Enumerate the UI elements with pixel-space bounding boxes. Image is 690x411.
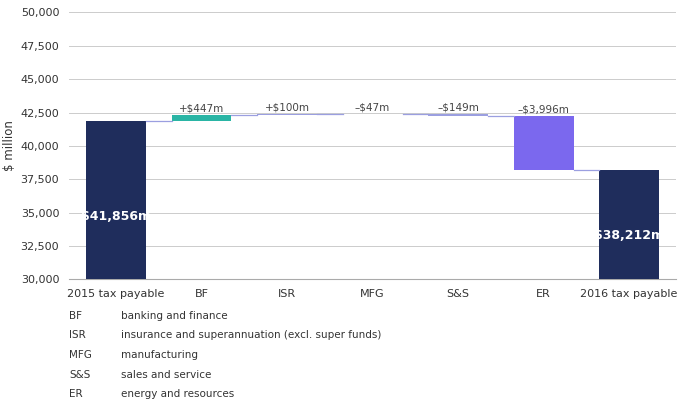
Text: –$3,996m: –$3,996m	[518, 105, 569, 115]
Text: $38,212m: $38,212m	[594, 229, 664, 242]
Bar	[172, 115, 231, 121]
Text: $41,856m: $41,856m	[81, 210, 151, 223]
Text: insurance and superannuation (excl. super funds): insurance and superannuation (excl. supe…	[121, 330, 381, 340]
Text: energy and resources: energy and resources	[121, 390, 234, 399]
Text: MFG: MFG	[69, 350, 92, 360]
Text: manufacturing: manufacturing	[121, 350, 198, 360]
Text: +$100m: +$100m	[264, 102, 310, 112]
Y-axis label: $ million: $ million	[3, 120, 17, 171]
Text: +$447m: +$447m	[179, 104, 224, 113]
Text: –$47m: –$47m	[355, 102, 391, 112]
Text: banking and finance: banking and finance	[121, 311, 228, 321]
Bar	[599, 170, 659, 279]
Bar	[428, 114, 488, 116]
Text: ER: ER	[69, 390, 83, 399]
Text: sales and service: sales and service	[121, 370, 211, 380]
Bar	[86, 121, 146, 279]
Text: ISR: ISR	[69, 330, 86, 340]
Text: BF: BF	[69, 311, 82, 321]
Bar	[514, 116, 573, 170]
Bar	[257, 114, 317, 115]
Text: –$149m: –$149m	[437, 103, 479, 113]
Text: S&S: S&S	[69, 370, 90, 380]
